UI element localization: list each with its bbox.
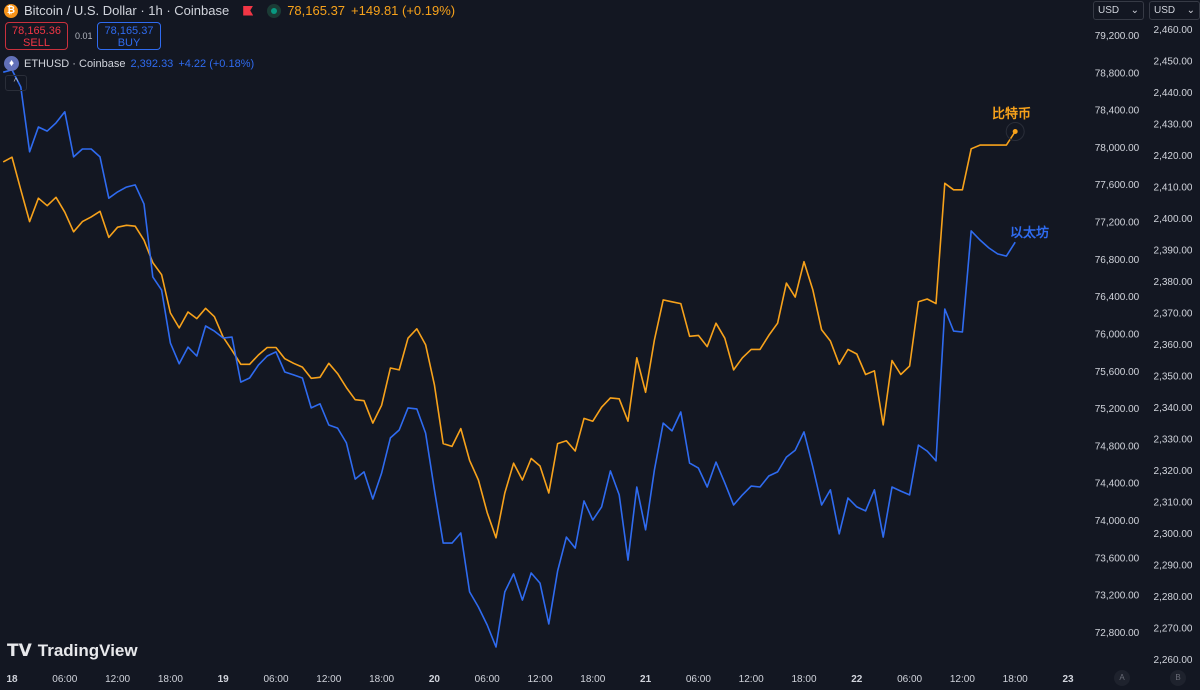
- scale-b-button[interactable]: B: [1170, 670, 1186, 686]
- btc-axis-tick: 73,200.00: [1095, 591, 1140, 602]
- time-axis-tick: 23: [1062, 674, 1074, 685]
- time-axis-tick: 12:00: [739, 674, 764, 685]
- time-axis-tick: 06:00: [263, 674, 288, 685]
- time-axis-tick: 06:00: [52, 674, 77, 685]
- sell-label: SELL: [23, 37, 50, 49]
- tradingview-logo-icon: 𝗧𝗩: [7, 641, 32, 660]
- left-scale-currency-dropdown[interactable]: USD ⌄: [1093, 1, 1144, 20]
- btc-axis-tick: 77,600.00: [1095, 180, 1140, 191]
- time-axis-tick: 06:00: [475, 674, 500, 685]
- bitcoin-icon: ₿: [4, 3, 18, 18]
- sell-button[interactable]: 78,165.36 SELL: [5, 22, 68, 50]
- time-axis-tick: 12:00: [950, 674, 975, 685]
- eth-axis-tick: 2,460.00: [1154, 25, 1193, 36]
- btc-axis-tick: 73,600.00: [1095, 553, 1140, 564]
- btc-axis-tick: 79,200.00: [1095, 31, 1140, 42]
- spread: 0.01: [75, 31, 93, 41]
- price-scale-area: [1090, 0, 1200, 690]
- eth-axis-tick: 2,400.00: [1154, 214, 1193, 225]
- btc-axis-tick: 78,400.00: [1095, 106, 1140, 117]
- eth-axis-tick: 2,440.00: [1154, 88, 1193, 99]
- eth-axis-tick: 2,310.00: [1154, 498, 1193, 509]
- eth-axis-tick: 2,410.00: [1154, 183, 1193, 194]
- eth-axis-tick: 2,320.00: [1154, 466, 1193, 477]
- eth-axis-tick: 2,270.00: [1154, 624, 1193, 635]
- symbol-header: ₿ Bitcoin / U.S. Dollar · 1h · Coinbase …: [4, 3, 455, 18]
- time-axis-tick: 22: [851, 674, 863, 685]
- price-change: +149.81 (+0.19%): [351, 3, 456, 18]
- time-axis-tick: 19: [218, 674, 230, 685]
- eth-axis-tick: 2,340.00: [1154, 403, 1193, 414]
- time-axis-tick: 06:00: [686, 674, 711, 685]
- btc-axis-tick: 72,800.00: [1095, 628, 1140, 639]
- series-label-btc: 比特币: [992, 106, 1032, 121]
- time-axis-tick: 20: [429, 674, 441, 685]
- collapse-legend-button[interactable]: ^: [5, 75, 27, 91]
- currency-label: USD: [1154, 5, 1176, 16]
- time-axis-tick: 12:00: [316, 674, 341, 685]
- eth-axis-tick: 2,420.00: [1154, 151, 1193, 162]
- logo-text: TradingView: [37, 641, 138, 660]
- currency-label: USD: [1098, 5, 1120, 16]
- sell-price: 78,165.36: [12, 25, 61, 37]
- auto-scale-button[interactable]: A: [1114, 670, 1130, 686]
- eth-axis-tick: 2,430.00: [1154, 120, 1193, 131]
- last-price: 78,165.37: [287, 3, 346, 18]
- btc-axis-tick: 76,400.00: [1095, 292, 1140, 303]
- series-line-btc: [2, 131, 1016, 539]
- eth-axis-tick: 2,360.00: [1154, 340, 1193, 351]
- time-axis-tick: 18:00: [580, 674, 605, 685]
- right-scale-currency-dropdown[interactable]: USD ⌄: [1149, 1, 1200, 20]
- btc-axis-tick: 75,600.00: [1095, 367, 1140, 378]
- time-axis-tick: 06:00: [897, 674, 922, 685]
- btc-axis-tick: 78,800.00: [1095, 68, 1140, 79]
- eth-axis-tick: 2,370.00: [1154, 309, 1193, 320]
- chevron-down-icon: ⌄: [1130, 5, 1139, 16]
- buy-label: BUY: [117, 37, 141, 49]
- time-axis-tick: 18:00: [369, 674, 394, 685]
- time-axis-tick: 18:00: [158, 674, 183, 685]
- symbol-title[interactable]: Bitcoin / U.S. Dollar · 1h · Coinbase: [24, 3, 230, 18]
- eth-axis-tick: 2,390.00: [1154, 246, 1193, 257]
- compare-symbol-legend[interactable]: ♦ ETHUSD · Coinbase 2,392.33 +4.22 (+0.1…: [4, 56, 254, 71]
- buy-price: 78,165.37: [104, 25, 154, 37]
- eth-axis-tick: 2,300.00: [1154, 529, 1193, 540]
- time-axis-tick: 12:00: [527, 674, 552, 685]
- market-status-icon: [267, 3, 282, 18]
- btc-axis-tick: 74,400.00: [1095, 479, 1140, 490]
- time-axis-tick: 18:00: [1003, 674, 1028, 685]
- btc-axis-tick: 77,200.00: [1095, 218, 1140, 229]
- series-line-eth: [2, 69, 1016, 648]
- eth-axis-tick: 2,330.00: [1154, 435, 1193, 446]
- compare-change: +4.22 (+0.18%): [178, 57, 255, 70]
- btc-axis-tick: 74,800.00: [1095, 441, 1140, 452]
- time-axis-tick: 18: [6, 674, 18, 685]
- compare-price: 2,392.33: [130, 57, 174, 70]
- last-price-ring: [1005, 122, 1025, 141]
- time-axis-tick: 21: [640, 674, 652, 685]
- series-label-eth: 以太坊: [1010, 225, 1050, 240]
- eth-axis-tick: 2,280.00: [1154, 592, 1193, 603]
- eth-axis-tick: 2,380.00: [1154, 277, 1193, 288]
- buy-button[interactable]: 78,165.37 BUY: [97, 22, 161, 50]
- eth-axis-tick: 2,450.00: [1154, 57, 1193, 68]
- compare-symbol: ETHUSD · Coinbase: [24, 57, 126, 70]
- time-axis-tick: 18:00: [791, 674, 816, 685]
- last-price-dot: [1012, 129, 1018, 134]
- ethereum-icon: ♦: [4, 56, 19, 71]
- btc-axis-tick: 76,800.00: [1095, 255, 1140, 266]
- btc-axis-tick: 76,000.00: [1095, 329, 1140, 340]
- eth-axis-tick: 2,350.00: [1154, 372, 1193, 383]
- tradingview-logo[interactable]: 𝗧𝗩 TradingView: [7, 641, 138, 661]
- eth-axis-tick: 2,260.00: [1154, 655, 1193, 666]
- eth-axis-tick: 2,290.00: [1154, 561, 1193, 572]
- btc-axis-tick: 78,000.00: [1095, 143, 1140, 154]
- btc-axis-tick: 75,200.00: [1095, 404, 1140, 415]
- flag-icon[interactable]: [243, 5, 254, 16]
- time-axis-tick: 12:00: [105, 674, 130, 685]
- btc-axis-tick: 74,000.00: [1095, 516, 1140, 527]
- chevron-down-icon: ⌄: [1186, 5, 1195, 16]
